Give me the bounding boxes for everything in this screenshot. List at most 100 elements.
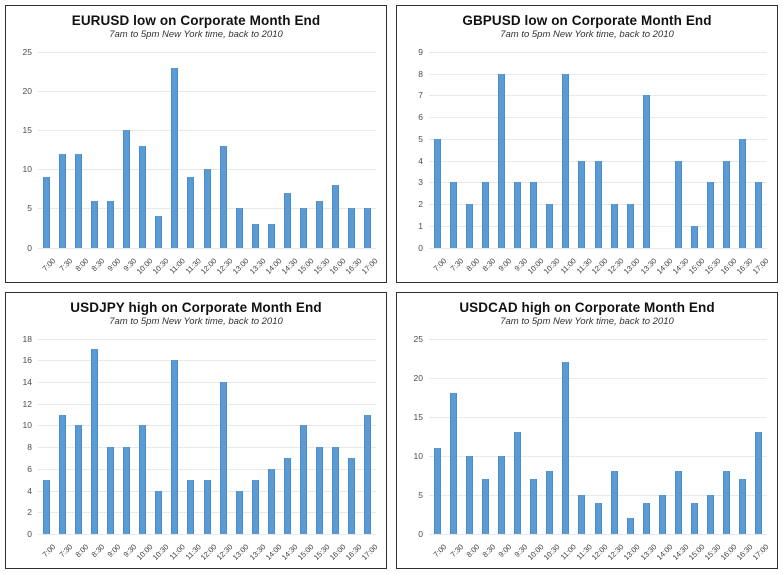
chart-plot: 0 1 2 3 4 5 6 7 8 9 7:00 7:30 8:00 8:30 9:00 9:30 10:00 1… bbox=[418, 48, 770, 276]
gridline bbox=[38, 468, 376, 470]
x-tick-label: 13:00 bbox=[622, 255, 642, 276]
y-tick-label: 16 bbox=[22, 354, 32, 365]
gridline bbox=[429, 494, 767, 496]
x-tick-label: 13:30 bbox=[247, 255, 267, 276]
y-tick-label: 15 bbox=[413, 411, 423, 422]
chart-title: USDCAD high on Corporate Month End bbox=[459, 299, 715, 315]
bar-14:30 bbox=[674, 471, 682, 534]
gridline bbox=[38, 381, 376, 383]
bar-8:00 bbox=[74, 153, 82, 248]
chart-subtitle: 7am to 5pm New York time, back to 2010 bbox=[109, 315, 283, 327]
bar-14:30 bbox=[283, 192, 291, 248]
gridline bbox=[38, 247, 376, 249]
y-tick-label: 8 bbox=[27, 441, 32, 452]
bar-13:30 bbox=[251, 479, 259, 534]
bar-14:30 bbox=[283, 457, 291, 534]
x-tick-label: 13:00 bbox=[622, 542, 642, 562]
chart-plot: 0 5 10 15 20 25 7:00 7:30 8:00 8:30 9:00 9:30 10:00 1… bbox=[23, 48, 380, 276]
y-tick-label: 2 bbox=[27, 507, 32, 518]
bar-10:00 bbox=[530, 182, 538, 248]
gridline bbox=[38, 130, 376, 132]
chart-panel-gbpusd-low: GBPUSD low on Corporate Month End 7am to… bbox=[396, 5, 778, 283]
gridline bbox=[38, 425, 376, 427]
x-tick-label: 16:00 bbox=[718, 542, 739, 562]
y-tick-label: 0 bbox=[27, 242, 32, 253]
bar-11:30 bbox=[187, 177, 195, 248]
bar-16:30 bbox=[739, 479, 747, 534]
x-tick-label: 9:00 bbox=[105, 542, 123, 559]
x-tick-label: 7:00 bbox=[41, 542, 58, 559]
gridline bbox=[38, 52, 376, 53]
x-tick-label: 14:00 bbox=[263, 542, 284, 562]
gridline bbox=[429, 534, 767, 535]
bar-9:00 bbox=[106, 447, 114, 534]
x-tick-label: 10:00 bbox=[525, 542, 546, 562]
x-tick-label: 16:30 bbox=[343, 255, 364, 276]
x-tick-label: 13:30 bbox=[638, 542, 658, 562]
x-tick-label: 11:30 bbox=[574, 542, 594, 562]
y-tick-label: 14 bbox=[22, 376, 32, 387]
y-tick-label: 5 bbox=[418, 489, 423, 500]
x-tick-label: 8:00 bbox=[73, 542, 90, 559]
x-tick-label: 15:00 bbox=[686, 255, 707, 276]
bar-9:30 bbox=[514, 432, 522, 534]
x-tick-label: 15:30 bbox=[311, 542, 332, 562]
bar-14:00 bbox=[267, 468, 275, 534]
bar-17:00 bbox=[755, 432, 763, 534]
x-tick-label: 15:00 bbox=[295, 255, 316, 276]
x-tick-label: 8:30 bbox=[480, 255, 498, 273]
bar-10:00 bbox=[530, 479, 538, 534]
gridline bbox=[429, 416, 767, 418]
x-tick-label: 17:00 bbox=[750, 542, 771, 562]
x-tick-label: 11:30 bbox=[574, 255, 594, 276]
x-tick-label: 8:00 bbox=[73, 255, 90, 273]
gridline bbox=[38, 534, 376, 535]
x-tick-label: 15:00 bbox=[295, 542, 316, 562]
bar-15:30 bbox=[316, 200, 324, 248]
x-tick-label: 10:00 bbox=[134, 542, 155, 562]
y-tick-label: 7 bbox=[418, 90, 423, 101]
x-tick-label: 12:00 bbox=[199, 255, 219, 276]
x-tick-label: 16:30 bbox=[734, 255, 755, 276]
bar-16:30 bbox=[739, 138, 747, 248]
x-tick-label: 15:30 bbox=[311, 255, 332, 276]
bar-10:30 bbox=[155, 216, 163, 248]
y-tick-label: 18 bbox=[22, 333, 32, 344]
bar-7:30 bbox=[449, 182, 457, 248]
x-tick-label: 12:30 bbox=[215, 255, 235, 276]
bar-12:30 bbox=[219, 145, 227, 248]
bar-15:00 bbox=[691, 502, 699, 534]
x-tick-label: 16:30 bbox=[734, 542, 755, 562]
bar-8:00 bbox=[465, 204, 473, 248]
bar-16:00 bbox=[723, 471, 731, 534]
bar-15:30 bbox=[707, 182, 715, 248]
bar-15:30 bbox=[316, 447, 324, 534]
chart-panel-usdjpy-high: USDJPY high on Corporate Month End 7am t… bbox=[5, 291, 387, 569]
bar-17:00 bbox=[755, 182, 763, 248]
y-tick-label: 10 bbox=[22, 164, 32, 175]
bar-8:30 bbox=[90, 200, 98, 248]
bar-17:00 bbox=[364, 208, 372, 248]
bar-12:30 bbox=[610, 471, 618, 534]
bar-12:00 bbox=[594, 160, 602, 248]
x-tick-label: 10:30 bbox=[150, 542, 171, 562]
y-tick-label: 0 bbox=[418, 528, 423, 539]
bar-11:00 bbox=[171, 360, 179, 534]
x-tick-label: 17:00 bbox=[359, 255, 380, 276]
y-tick-label: 10 bbox=[22, 420, 32, 431]
bar-7:30 bbox=[58, 153, 66, 248]
gridline bbox=[429, 117, 767, 119]
bar-12:00 bbox=[203, 169, 211, 248]
x-tick-label: 8:30 bbox=[89, 255, 107, 273]
x-tick-label: 7:30 bbox=[448, 255, 465, 273]
x-tick-label: 15:30 bbox=[702, 255, 723, 276]
gridline bbox=[429, 455, 767, 457]
bar-16:00 bbox=[723, 160, 731, 248]
bar-11:30 bbox=[187, 479, 195, 534]
y-tick-label: 1 bbox=[418, 220, 423, 231]
x-tick-label: 11:00 bbox=[558, 542, 578, 562]
x-tick-label: 10:30 bbox=[541, 542, 562, 562]
y-tick-label: 9 bbox=[418, 46, 423, 57]
bar-7:00 bbox=[433, 138, 441, 248]
bar-15:00 bbox=[300, 425, 308, 534]
